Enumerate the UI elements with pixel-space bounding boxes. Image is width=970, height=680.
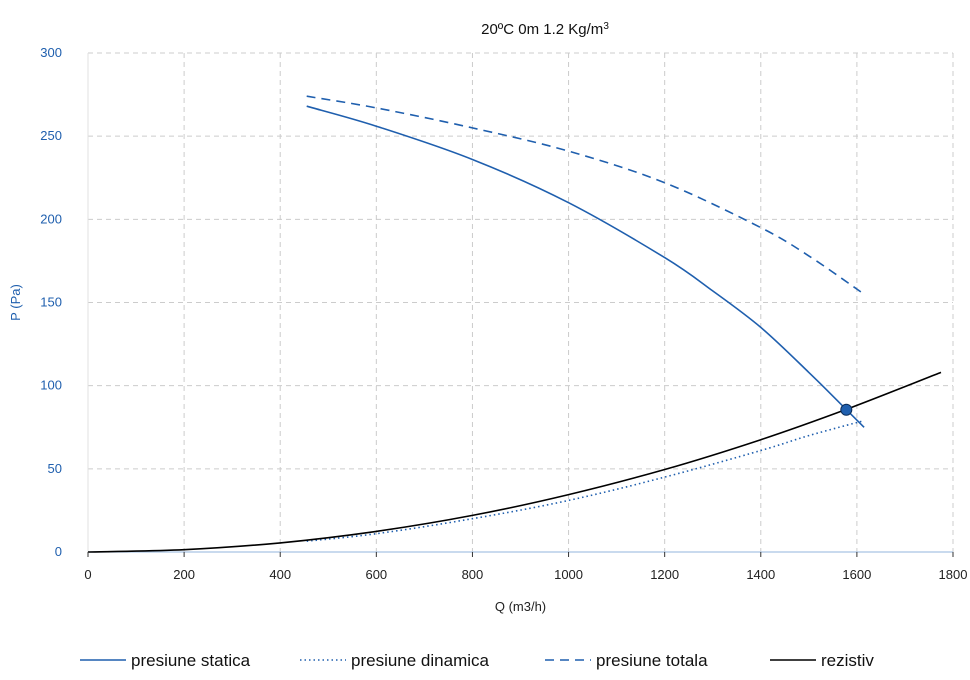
series-line-2 xyxy=(306,95,865,295)
y-tick-label: 0 xyxy=(55,544,62,559)
y-tick-label: 150 xyxy=(40,295,62,310)
series-line-1 xyxy=(306,419,865,542)
x-tick-label: 1600 xyxy=(842,567,871,582)
legend-label-0: presiune statica xyxy=(131,651,251,670)
x-tick-label: 800 xyxy=(462,567,484,582)
legend-label-3: rezistiv xyxy=(821,651,874,670)
x-tick-label: 0 xyxy=(84,567,91,582)
x-tick-label: 1200 xyxy=(650,567,679,582)
axes xyxy=(87,53,953,553)
legend-label-1: presiune dinamica xyxy=(351,651,490,670)
x-tick-label: 1800 xyxy=(939,567,968,582)
grid xyxy=(88,52,954,552)
series-line-0 xyxy=(306,105,865,428)
series-line-3 xyxy=(87,371,942,553)
x-tick-label: 400 xyxy=(269,567,291,582)
x-tick-label: 600 xyxy=(365,567,387,582)
x-axis-label: Q (m3/h) xyxy=(495,599,546,614)
y-axis-label: P (Pa) xyxy=(8,284,23,321)
x-tick-label: 200 xyxy=(173,567,195,582)
y-tick-label: 200 xyxy=(40,211,62,226)
x-tick-label: 1000 xyxy=(554,567,583,582)
y-tick-label: 100 xyxy=(40,378,62,393)
y-tick-label: 300 xyxy=(40,45,62,60)
y-tick-label: 50 xyxy=(48,461,62,476)
chart-title: 20ºC 0m 1.2 Kg/m3 xyxy=(481,21,609,39)
y-tick-label: 250 xyxy=(40,128,62,143)
legend: presiune statica presiune dinamica presiun… xyxy=(80,651,874,670)
ticks: 0 200 400 600 800 1000 1200 1400 1600 1800 0 50 100 1… xyxy=(40,45,967,582)
x-tick-label: 1400 xyxy=(746,567,775,582)
series-layer xyxy=(87,95,942,553)
operating-point xyxy=(840,403,853,416)
legend-label-2: presiune totala xyxy=(596,651,708,670)
